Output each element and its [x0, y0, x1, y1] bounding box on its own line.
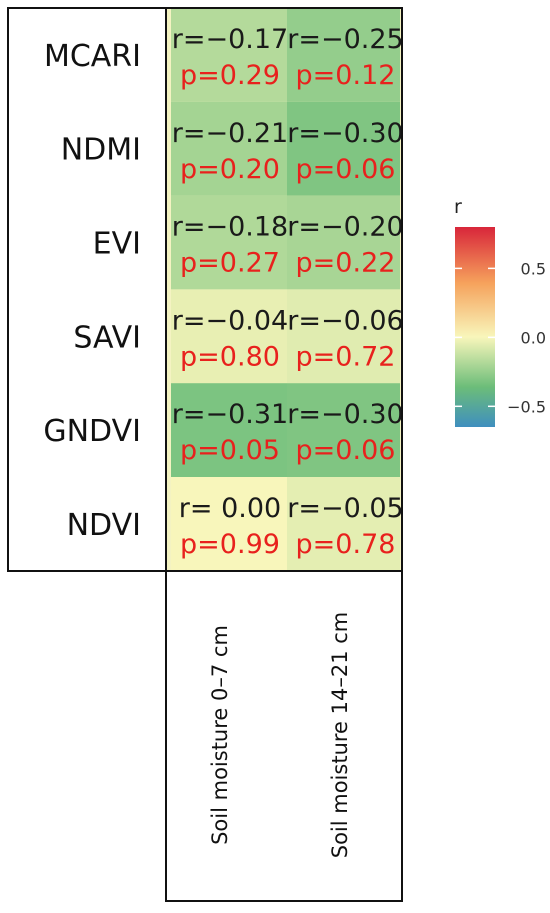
heatmap-cell — [287, 383, 400, 477]
row-label-ndvi: NDVI — [67, 508, 141, 543]
color-legend: r 0.5 0.0 −0.5 — [454, 196, 546, 427]
cell-r-label: r=−0.30 — [287, 399, 403, 430]
cell-r-label: r=−0.30 — [287, 118, 403, 149]
legend-colorbar — [455, 227, 495, 427]
column-label: Soil moisture 0–7 cm — [208, 625, 232, 845]
cell-r-label: r= 0.00 — [179, 493, 281, 524]
cell-p-label: p=0.22 — [296, 248, 396, 279]
column-label: Soil moisture 14–21 cm — [328, 612, 352, 859]
legend-tick-label: 0.5 — [521, 259, 546, 278]
row-label-evi: EVI — [93, 227, 141, 262]
cell-r-label: r=−0.06 — [287, 305, 403, 336]
column-labels: Soil moisture 0–7 cm Soil moisture 14–21 … — [208, 612, 352, 859]
legend-ticks: 0.5 0.0 −0.5 — [455, 259, 546, 416]
cell-p-label: p=0.78 — [296, 529, 396, 560]
heatmap-cells — [171, 8, 400, 571]
cell-p-label: p=0.27 — [180, 248, 280, 279]
row-label-ndmi: NDMI — [61, 133, 141, 168]
legend-tick-label: −0.5 — [507, 397, 546, 416]
legend-tick-label: 0.0 — [521, 328, 546, 347]
heatmap-cell — [287, 289, 400, 384]
heatmap-cell — [287, 8, 400, 102]
heatmap-cell — [287, 477, 400, 571]
heatmap-cell — [171, 195, 287, 290]
cell-r-label: r=−0.21 — [172, 118, 288, 149]
cell-p-label: p=0.20 — [180, 154, 280, 185]
heatmap-cell — [171, 477, 287, 571]
cell-p-label: p=0.12 — [296, 60, 396, 91]
cell-r-label: r=−0.20 — [287, 212, 403, 243]
heatmap-cell — [171, 289, 287, 384]
cell-p-label: p=0.06 — [296, 154, 396, 185]
cell-p-label: p=0.05 — [180, 435, 280, 466]
column-label-frame — [165, 570, 403, 902]
row-label-savi: SAVI — [73, 320, 141, 355]
cell-r-label: r=−0.17 — [172, 24, 288, 55]
cell-p-label: p=0.06 — [296, 435, 396, 466]
heatmap-cell — [171, 383, 287, 477]
cell-r-label: r=−0.31 — [172, 399, 288, 430]
cell-r-label: r=−0.04 — [172, 305, 288, 336]
legend-title: r — [454, 196, 462, 218]
heatmap-cell — [287, 101, 400, 196]
cell-p-label: p=0.80 — [180, 341, 280, 372]
row-label-frame — [7, 7, 167, 572]
cell-p-label: p=0.29 — [180, 60, 280, 91]
cell-r-label: r=−0.18 — [172, 212, 288, 243]
heatmap-cell — [171, 8, 287, 102]
cell-r-label: r=−0.05 — [287, 493, 403, 524]
cell-p-label: p=0.72 — [296, 341, 396, 372]
cell-r-label: r=−0.25 — [287, 24, 403, 55]
row-label-mcari: MCARI — [44, 39, 141, 74]
cell-p-label: p=0.99 — [180, 529, 280, 560]
heatmap-cell — [287, 195, 400, 290]
heatmap-cell-texts: r=−0.17p=0.29r=−0.25p=0.12r=−0.21p=0.20r… — [172, 24, 404, 560]
heatmap-cell — [171, 101, 287, 196]
row-labels: MCARI NDMI EVI SAVI GNDVI NDVI — [43, 39, 141, 543]
row-label-gndvi: GNDVI — [43, 414, 141, 449]
